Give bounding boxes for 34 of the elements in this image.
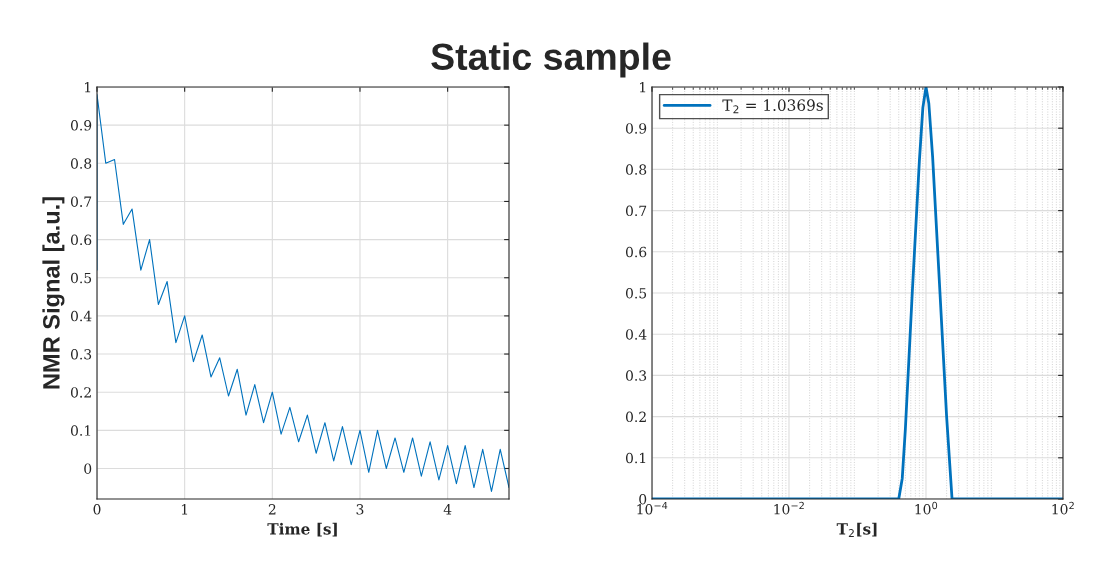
y-tick-label: 1 <box>85 81 91 93</box>
y-tick-label: 0.8 <box>70 158 92 169</box>
y-tick-label: 0.9 <box>70 120 92 131</box>
x-tick-label: 0 <box>93 504 101 515</box>
y-tick-label: 1 <box>640 81 646 93</box>
y-tick-label: 0.1 <box>70 425 91 436</box>
y-axis-title: NMR Signal [a.u.] <box>42 197 65 389</box>
x-tick-label: 10$^{0}$ <box>915 501 938 515</box>
y-tick-label: 0.6 <box>625 246 647 258</box>
y-tick-label: 0.5 <box>625 287 647 299</box>
y-tick-label: 0.3 <box>70 349 92 360</box>
x-tick-label: 10$^{−2}$ <box>774 501 804 515</box>
y-tick-label: 0.8 <box>625 164 647 175</box>
chart-title: Static sample <box>431 42 671 78</box>
x-tick-label: 1 <box>181 504 188 515</box>
y-tick-label: 0.5 <box>70 272 92 284</box>
y-tick-label: 0.7 <box>625 205 647 217</box>
x-tick-label: 2 <box>268 504 276 515</box>
y-tick-label: 0.9 <box>625 123 647 134</box>
x-axis-title: Time [s] <box>267 522 337 537</box>
y-tick-label: 0.4 <box>625 329 647 340</box>
y-tick-label: 0.1 <box>625 452 646 464</box>
x-tick-label: 3 <box>356 504 364 515</box>
y-tick-label: 0.2 <box>70 387 91 398</box>
y-tick-label: 0.6 <box>70 234 92 246</box>
x-axis-title: T$_{2}$[s] <box>836 522 877 537</box>
y-tick-label: 0 <box>84 463 92 474</box>
x-tick-label: 10$^{2}$ <box>1052 501 1074 515</box>
y-tick-label: 0.2 <box>625 411 646 423</box>
legend-label: T$_{2}$ = 1.0369s <box>722 99 823 114</box>
x-tick-label: 4 <box>443 504 452 515</box>
y-tick-label: 0.4 <box>70 310 92 322</box>
y-tick-label: 0.7 <box>70 196 92 207</box>
y-tick-label: 0.3 <box>625 370 647 381</box>
